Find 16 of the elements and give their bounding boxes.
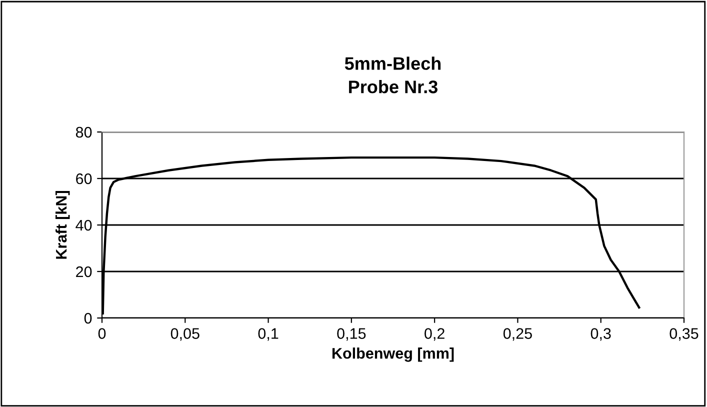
x-tick-label: 0,35 xyxy=(670,328,698,341)
y-tick-label: 40 xyxy=(76,220,92,231)
y-tick-label: 80 xyxy=(76,126,92,138)
chart-title: 5mm-Blech Probe Nr.3 xyxy=(344,56,441,94)
x-tick-label: 0,15 xyxy=(337,328,366,341)
x-tick-label: 0,2 xyxy=(424,328,444,341)
y-tick-label: 20 xyxy=(76,266,92,278)
x-tick-label: 0,05 xyxy=(170,328,200,341)
x-tick-label: 0,1 xyxy=(258,328,278,341)
y-tick-label: 0 xyxy=(84,312,92,324)
y-axis-title: Kraft [kN] xyxy=(55,191,70,259)
x-axis-title: Kolbenweg [mm] xyxy=(332,348,454,362)
y-tick-label: 60 xyxy=(76,173,92,184)
x-tick-label: 0 xyxy=(98,328,106,339)
x-tick-label: 0,3 xyxy=(590,328,611,341)
x-tick-label: 0,25 xyxy=(503,328,532,341)
